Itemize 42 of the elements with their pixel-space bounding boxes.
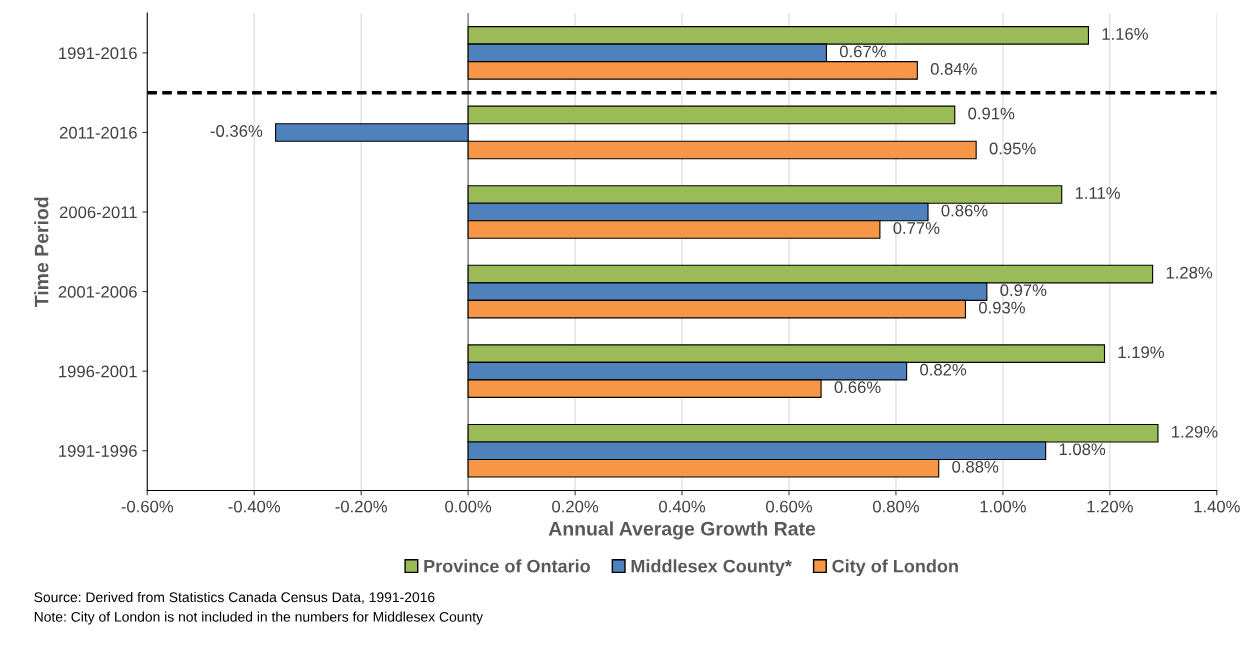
data-label: 0.86% bbox=[941, 204, 988, 217]
y-tick-label: 2001-2006 bbox=[58, 285, 137, 298]
data-label: 0.77% bbox=[893, 222, 940, 234]
legend-label: City of London bbox=[832, 559, 958, 577]
x-tick-label: 0.80% bbox=[872, 500, 919, 513]
data-label: 0.82% bbox=[920, 363, 967, 376]
data-label: 1.08% bbox=[1059, 443, 1106, 456]
data-label: 0.67% bbox=[839, 45, 886, 58]
y-tick-label: 1991-1996 bbox=[59, 445, 137, 457]
y-tick-label: 2006-2011 bbox=[59, 206, 137, 219]
data-label: 0.84% bbox=[930, 63, 977, 75]
x-tick-label: -0.20% bbox=[335, 500, 387, 513]
x-tick-label: 1.40% bbox=[1194, 500, 1240, 513]
source-note: Source: Derived from Statistics Canada Census Data, 1991-2016 bbox=[34, 591, 435, 604]
data-label: 1.16% bbox=[1102, 28, 1148, 40]
data-label: 1.11% bbox=[1075, 187, 1120, 199]
x-tick-label: 1.00% bbox=[980, 500, 1026, 513]
x-axis-title: Annual Average Growth Rate bbox=[548, 521, 816, 540]
data-label: 0.88% bbox=[952, 460, 999, 473]
data-label: 1.29% bbox=[1172, 425, 1218, 438]
y-tick-label: 1991-2016 bbox=[59, 47, 137, 60]
data-label: 0.66% bbox=[834, 381, 881, 394]
x-tick-label: 0.00% bbox=[445, 500, 492, 513]
x-tick-label: -0.40% bbox=[228, 500, 281, 513]
y-tick-label: 2011-2016 bbox=[59, 126, 137, 139]
text: Note: City of London is not included in the numbers for Middlesex County bbox=[34, 611, 483, 625]
x-tick-label: 0.20% bbox=[552, 500, 599, 513]
data-label: -0.36% bbox=[210, 125, 263, 137]
data-label: 0.97% bbox=[1000, 284, 1047, 297]
y-tick-label: 1996-2001 bbox=[59, 365, 137, 378]
data-label: 1.19% bbox=[1118, 346, 1164, 359]
data-label: 1.28% bbox=[1166, 266, 1213, 279]
x-tick-label: -0.60% bbox=[121, 500, 174, 513]
x-tick-label: 0.40% bbox=[659, 500, 706, 513]
data-label: 0.93% bbox=[978, 301, 1025, 314]
legend-label: Province of Ontario bbox=[424, 559, 590, 573]
data-label: 0.91% bbox=[968, 107, 1015, 120]
data-label: 0.95% bbox=[989, 142, 1036, 155]
legend-label: Middlesex County* bbox=[631, 559, 792, 577]
x-tick-label: 0.60% bbox=[766, 500, 813, 513]
y-axis-title: Time Period bbox=[34, 197, 49, 308]
x-tick-label: 1.20% bbox=[1087, 500, 1133, 513]
